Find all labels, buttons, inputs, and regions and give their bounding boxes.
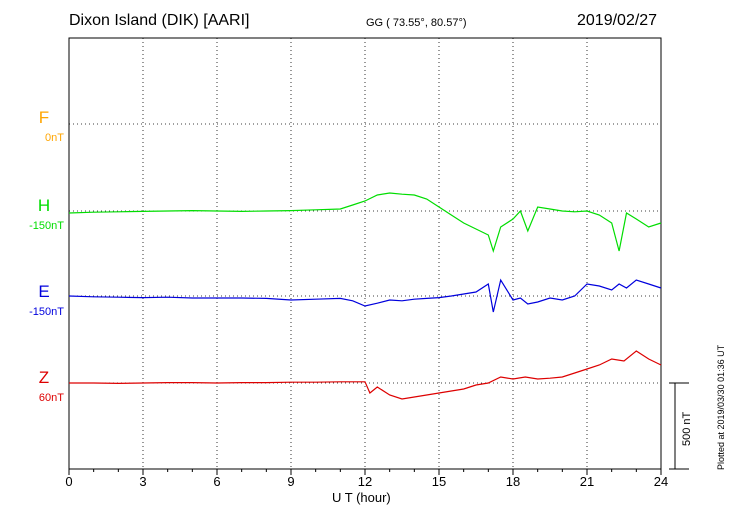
x-tick-label: 21 [579,474,595,489]
series-trace-h [68,192,662,254]
channel-offset-f: 0nT [45,132,64,144]
channel-offset-h: -150nT [29,220,64,232]
x-tick-label: 18 [505,474,521,489]
channel-label-z: Z [38,368,50,387]
x-tick-label: 24 [653,474,669,489]
station-title: Dixon Island (DIK) [AARI] [69,12,250,29]
series-trace-e [68,278,662,313]
scale-bar-label: 500 nT [681,411,693,446]
chart-date: 2019/02/27 [577,12,658,29]
x-tick-label: 6 [213,474,221,489]
channel-offset-z: 60nT [38,392,64,404]
channel-offset-e: -150nT [29,306,64,318]
channel-label-e: E [38,282,50,301]
channel-label-h: H [37,196,51,215]
station-coordinates: GG ( 73.55°, 80.57°) [366,17,467,29]
x-axis-label: U T (hour) [332,490,391,505]
plotted-timestamp: Plotted at 2019/03/30 01:36 UT [716,344,726,470]
channel-label-f: F [38,108,50,127]
x-tick-label: 3 [139,474,147,489]
x-tick-label: 12 [357,474,373,489]
x-tick-label: 15 [431,474,447,489]
series-trace-z [69,350,662,400]
x-tick-label: 0 [65,474,73,489]
x-tick-label: 9 [287,474,295,489]
